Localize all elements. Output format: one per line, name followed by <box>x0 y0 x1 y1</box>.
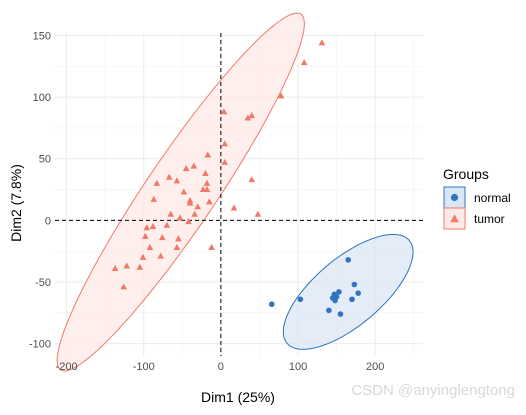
y-axis-title: Dim2 (7.8%) <box>8 164 24 242</box>
data-point-tumor <box>208 243 215 250</box>
data-point-tumor <box>143 224 151 231</box>
y-tick-label: -50 <box>35 277 51 289</box>
legend-marker-tumor <box>450 214 459 223</box>
data-point-tumor <box>277 92 285 99</box>
confidence-ellipse-normal <box>282 234 414 350</box>
data-point-tumor <box>191 210 198 217</box>
data-point-normal <box>337 311 344 317</box>
data-point-tumor <box>221 158 229 165</box>
data-point-tumor <box>173 177 181 184</box>
data-point-tumor <box>173 243 181 250</box>
data-point-normal <box>355 290 361 296</box>
x-tick-label: -200 <box>56 361 78 373</box>
data-point-tumor <box>221 140 229 147</box>
plot-panel: -200 -100 0 100 200 -100 -50 0 50 100 150 <box>29 12 423 373</box>
data-point-tumor <box>167 210 175 217</box>
data-point-tumor <box>165 173 173 180</box>
data-point-tumor <box>175 235 182 242</box>
y-tick-label: 50 <box>39 154 51 166</box>
data-point-tumor <box>111 264 119 271</box>
data-point-tumor <box>182 164 190 172</box>
data-point-tumor <box>203 179 211 186</box>
data-point-tumor <box>149 222 157 230</box>
data-point-tumor <box>190 162 198 169</box>
data-point-tumor <box>146 243 154 250</box>
y-tick-label: 100 <box>33 92 51 104</box>
data-point-tumor <box>150 195 158 202</box>
legend-label-tumor: tumor <box>474 212 505 226</box>
x-tick-label: 0 <box>218 361 224 373</box>
data-point-normal <box>326 307 332 314</box>
x-tick-label: -100 <box>133 361 155 373</box>
data-point-tumor <box>300 58 308 66</box>
data-point-tumor <box>157 252 164 259</box>
y-tick-label: -100 <box>29 339 51 351</box>
data-point-tumor <box>139 253 147 260</box>
data-point-tumor <box>205 198 213 205</box>
data-point-tumor <box>248 111 256 119</box>
data-point-normal <box>351 281 358 288</box>
data-point-tumor <box>194 203 202 210</box>
data-point-tumor <box>180 188 188 195</box>
data-point-tumor <box>248 176 256 183</box>
x-axis-title: Dim1 (25%) <box>201 389 275 405</box>
data-point-tumor <box>220 108 228 115</box>
data-point-normal <box>336 289 342 295</box>
data-point-tumor <box>176 214 184 221</box>
data-point-tumor <box>158 234 166 241</box>
data-point-tumor <box>204 151 212 158</box>
data-point-tumor <box>185 217 192 225</box>
data-point-tumor <box>120 283 127 290</box>
x-tick-label: 100 <box>289 361 307 373</box>
data-point-tumor <box>244 114 252 121</box>
confidence-ellipse-tumor <box>56 12 305 372</box>
data-point-normal <box>333 294 340 300</box>
y-tick-label: 0 <box>45 215 51 227</box>
data-point-normal <box>297 296 304 303</box>
data-point-normal <box>345 257 351 263</box>
legend-marker-normal <box>450 193 459 202</box>
data-point-tumor <box>230 204 238 211</box>
x-tick-label: 200 <box>366 361 384 373</box>
data-point-tumor <box>202 169 209 177</box>
data-point-tumor <box>199 185 207 193</box>
data-point-tumor <box>163 221 171 228</box>
data-point-tumor <box>153 179 161 186</box>
legend: Groups normal tumor <box>443 166 511 230</box>
data-point-tumor <box>254 210 262 217</box>
data-point-normal <box>349 296 355 303</box>
data-point-tumor <box>123 262 131 269</box>
legend-label-normal: normal <box>474 191 511 205</box>
data-point-tumor <box>141 232 149 239</box>
legend-title: Groups <box>443 166 489 182</box>
data-point-tumor <box>136 263 144 270</box>
y-tick-label: 150 <box>33 30 51 42</box>
data-point-normal <box>268 301 275 308</box>
data-point-tumor <box>318 39 326 46</box>
data-point-tumor <box>186 199 194 206</box>
watermark-text: CSDN @anyinglengtong <box>351 382 515 399</box>
